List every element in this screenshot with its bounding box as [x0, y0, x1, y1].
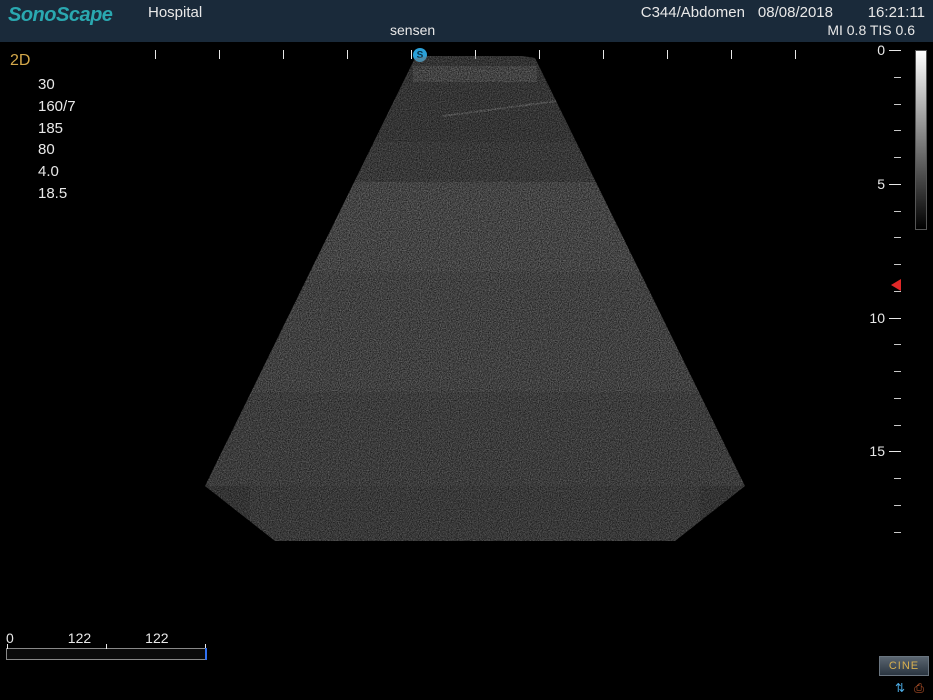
param-row: 160/7 [38, 96, 76, 118]
depth-tick-minor [894, 77, 901, 78]
brand-logo: SonoScape [8, 4, 112, 27]
scan-parameters: 30 160/7 185 80 4.0 18.5 [38, 74, 76, 205]
depth-tick-minor [894, 505, 901, 506]
cine-current-label: 122 [68, 630, 91, 646]
imaging-mode-label: 2D [10, 52, 30, 70]
printer-icon[interactable]: ⎙ [911, 680, 927, 696]
depth-label: 0 [877, 42, 885, 58]
depth-tick-minor [894, 344, 901, 345]
depth-label: 5 [877, 176, 885, 192]
probe-preset: C344/Abdomen [641, 4, 745, 21]
grayscale-map-bar [915, 50, 927, 230]
depth-tick-minor [894, 532, 901, 533]
depth-tick-minor [894, 157, 901, 158]
patient-name: sensen [390, 22, 435, 38]
hospital-name: Hospital [148, 4, 202, 21]
depth-tick-minor [894, 264, 901, 265]
depth-tick-minor [894, 130, 901, 131]
depth-tick-minor [894, 398, 901, 399]
depth-label: 15 [869, 443, 885, 459]
scan-area: S [155, 50, 795, 570]
header-bar: SonoScape Hospital sensen C344/Abdomen 0… [0, 0, 933, 42]
lateral-tick [795, 50, 796, 59]
depth-tick-minor [894, 371, 901, 372]
depth-tick-minor [894, 104, 901, 105]
cine-tick [106, 644, 107, 649]
depth-tick [889, 318, 901, 319]
param-row: 185 [38, 118, 76, 140]
exam-time: 16:21:11 [868, 4, 925, 21]
param-row: 4.0 [38, 161, 76, 183]
param-row: 30 [38, 74, 76, 96]
depth-tick [889, 184, 901, 185]
cine-button-label: CINE [889, 660, 919, 672]
cine-playhead[interactable] [205, 648, 207, 660]
depth-tick [889, 451, 901, 452]
depth-label: 10 [869, 310, 885, 326]
cine-tick [7, 644, 8, 649]
depth-tick [889, 50, 901, 51]
depth-ruler: 051015 [867, 50, 907, 570]
depth-tick-minor [894, 478, 901, 479]
cine-end-label: 122 [145, 630, 168, 646]
param-row: 80 [38, 139, 76, 161]
depth-tick-minor [894, 211, 901, 212]
depth-tick-minor [894, 237, 901, 238]
exam-date: 08/08/2018 [758, 4, 833, 21]
acoustic-indices: MI 0.8 TIS 0.6 [827, 22, 915, 38]
ultrasound-sector [205, 56, 745, 541]
param-row: 18.5 [38, 183, 76, 205]
depth-tick-minor [894, 425, 901, 426]
lateral-tick [155, 50, 156, 59]
network-icon[interactable]: ⇅ [892, 680, 908, 696]
status-icons: ⇅⎙ [892, 680, 927, 696]
cine-bar: 0 122 122 [6, 630, 216, 662]
cine-track[interactable] [6, 648, 206, 660]
cine-button[interactable]: CINE [879, 656, 929, 676]
focus-marker-icon [891, 279, 901, 291]
